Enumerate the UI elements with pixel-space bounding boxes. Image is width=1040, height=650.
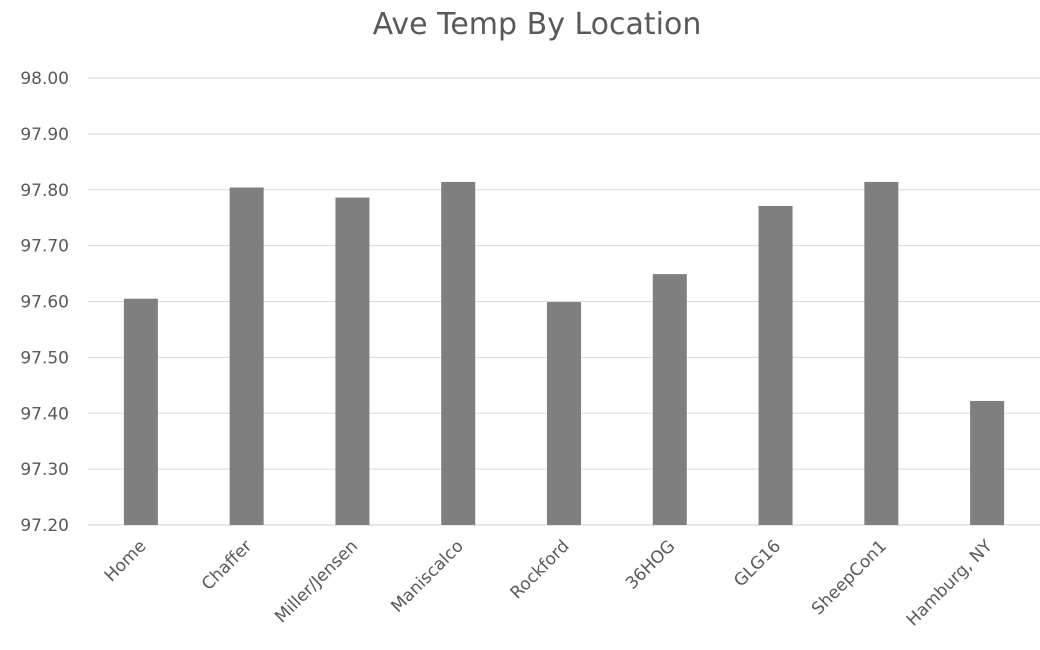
y-tick-label: 97.90 [20,125,69,145]
x-category-label: Home [101,536,151,586]
bar [123,298,158,525]
x-category-label: SheepCon1 [808,536,891,619]
y-tick-label: 97.80 [20,181,69,201]
y-tick-label: 97.50 [20,348,69,368]
bar [864,181,899,526]
x-category-label: GLG16 [730,536,785,591]
bar [758,205,793,526]
x-axis-category-labels: Home Chaffer Miller/Jensen Maniscalco Rockfo… [101,536,997,630]
bars [123,181,1005,526]
y-axis-tick-labels: 97.20 97.30 97.40 97.50 97.60 97.70 97.80 97.90… [20,69,69,536]
bar [547,302,581,525]
x-category-label: Miller/Jensen [271,536,362,627]
x-category-label: Rockford [507,536,574,603]
y-tick-label: 97.70 [20,237,69,257]
chart-title: Ave Temp By Location [373,7,702,42]
x-category-label: Maniscalco [387,536,467,616]
y-tick-label: 97.20 [20,516,69,536]
bar [652,274,687,525]
y-tick-label: 97.40 [20,404,69,424]
x-category-label: Hamburg, NY [903,536,997,630]
x-category-label: 36HOG [622,536,679,593]
y-tick-label: 97.30 [20,460,69,480]
bar [970,400,1005,525]
y-tick-label: 98.00 [20,69,69,89]
bar [335,197,370,525]
x-category-label: Chaffer [198,536,256,594]
bar [441,181,476,526]
y-tick-label: 97.60 [20,293,69,313]
bar [229,187,264,525]
